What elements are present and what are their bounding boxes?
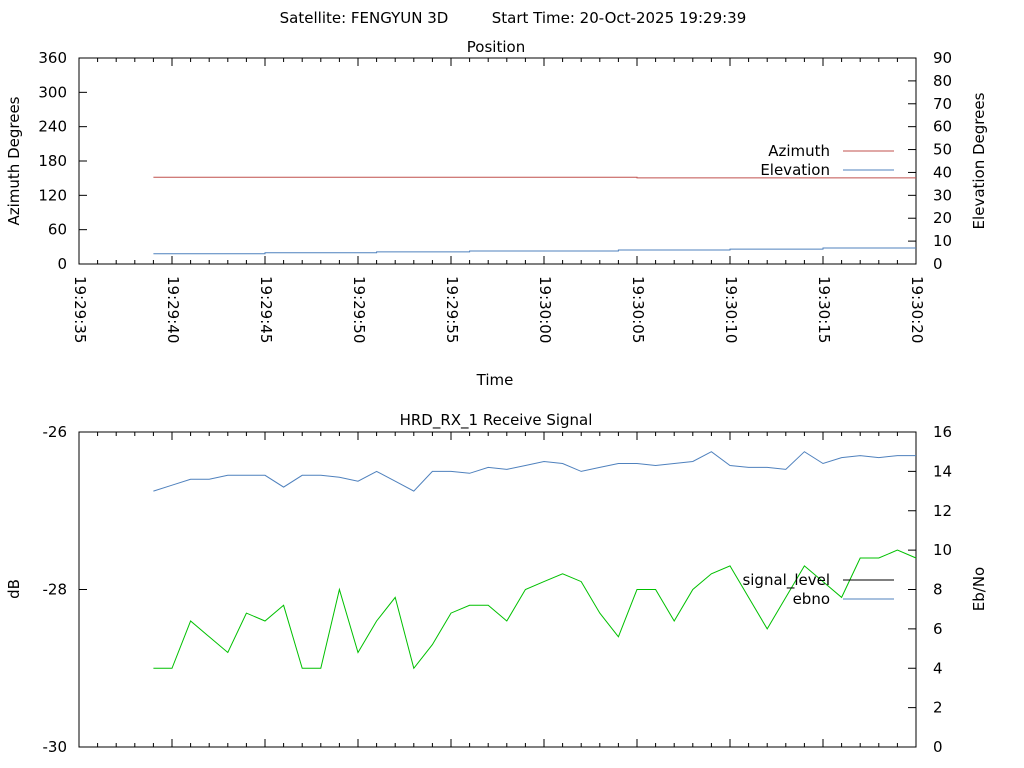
legend-label-azimuth: Azimuth	[768, 142, 830, 160]
y2-tick-label: 30	[933, 186, 952, 204]
y2-tick-label: 2	[933, 699, 943, 717]
y2-tick-label: 80	[933, 72, 952, 90]
position-y-axis-label: Azimuth Degrees	[5, 96, 23, 225]
position-chart-title: Position	[467, 38, 525, 56]
position-y2-axis-label: Elevation Degrees	[970, 92, 988, 229]
signal-y2-tick-labels: 0 2 4 6 8 10 12 14 16	[933, 423, 952, 756]
x-tick-label: 19:29:35	[71, 276, 89, 343]
y-tick-label: 180	[38, 152, 67, 170]
x-tick-label: 19:30:00	[536, 276, 554, 343]
x-tick-label: 19:29:40	[164, 276, 182, 343]
legend-label-elevation: Elevation	[760, 161, 830, 179]
y2-tick-label: 0	[933, 255, 943, 273]
signal-y-axis-label: dB	[5, 579, 23, 599]
position-ticks	[78, 57, 917, 265]
signal-level-series-line	[153, 549, 917, 670]
x-tick-label: 19:30:20	[908, 276, 926, 343]
ebno-series-line	[153, 451, 916, 492]
y2-tick-label: 12	[933, 502, 952, 520]
y2-tick-label: 70	[933, 95, 952, 113]
y-tick-label: 120	[38, 186, 67, 204]
y-tick-label: -28	[43, 581, 68, 599]
y2-tick-label: 16	[933, 423, 952, 441]
y2-tick-label: 60	[933, 118, 952, 136]
y-tick-label: 240	[38, 118, 67, 136]
signal-ticks	[78, 431, 917, 748]
x-tick-label: 19:29:45	[257, 276, 275, 343]
start-time-label: Start Time: 20-Oct-2025 19:29:39	[492, 9, 747, 27]
y2-tick-label: 40	[933, 163, 952, 181]
position-chart: Position 0 60 120 180 240 300 360 0 10 20 30 40 50 6…	[5, 38, 988, 389]
y2-tick-label: 6	[933, 620, 943, 638]
y2-tick-label: 90	[933, 49, 952, 67]
y2-tick-label: 14	[933, 462, 952, 480]
y-tick-label: -26	[43, 423, 68, 441]
position-x-tick-labels: 19:29:35 19:29:40 19:29:45 19:29:50 19:29:55…	[71, 276, 926, 343]
x-tick-label: 19:29:50	[350, 276, 368, 343]
y2-tick-label: 0	[933, 738, 943, 756]
signal-chart-title: HRD_RX_1 Receive Signal	[400, 411, 593, 430]
receive-signal-chart: HRD_RX_1 Receive Signal -30 -28 -26 0 2 4 6 8 1…	[5, 411, 988, 756]
position-y-tick-labels: 0 60 120 180 240 300 360	[38, 49, 67, 273]
y-tick-label: 300	[38, 83, 67, 101]
signal-legend: signal_level ebno	[742, 571, 894, 608]
y2-tick-label: 4	[933, 659, 943, 677]
y-tick-label: 360	[38, 49, 67, 67]
y2-tick-label: 10	[933, 541, 952, 559]
legend-label-ebno: ebno	[793, 590, 830, 608]
legend-label-signal-level: signal_level	[742, 571, 830, 590]
y2-tick-label: 20	[933, 209, 952, 227]
y2-tick-label: 50	[933, 141, 952, 159]
x-tick-label: 19:29:55	[443, 276, 461, 343]
y2-tick-label: 8	[933, 581, 943, 599]
position-x-axis-label: Time	[476, 371, 514, 389]
y-tick-label: 0	[57, 255, 67, 273]
y2-tick-label: 10	[933, 232, 952, 250]
satellite-label: Satellite: FENGYUN 3D	[280, 9, 449, 27]
x-tick-label: 19:30:05	[629, 276, 647, 343]
position-y2-tick-labels: 0 10 20 30 40 50 60 70 80 90	[933, 49, 952, 273]
signal-y-tick-labels: -30 -28 -26	[43, 423, 68, 756]
x-tick-label: 19:30:10	[722, 276, 740, 343]
azimuth-series-line	[153, 176, 916, 179]
y-tick-label: 60	[48, 221, 67, 239]
y-tick-label: -30	[43, 738, 68, 756]
elevation-series-line	[153, 247, 916, 255]
x-tick-label: 19:30:15	[815, 276, 833, 343]
signal-y2-axis-label: Eb/No	[970, 567, 988, 611]
position-legend: Azimuth Elevation	[760, 142, 894, 179]
